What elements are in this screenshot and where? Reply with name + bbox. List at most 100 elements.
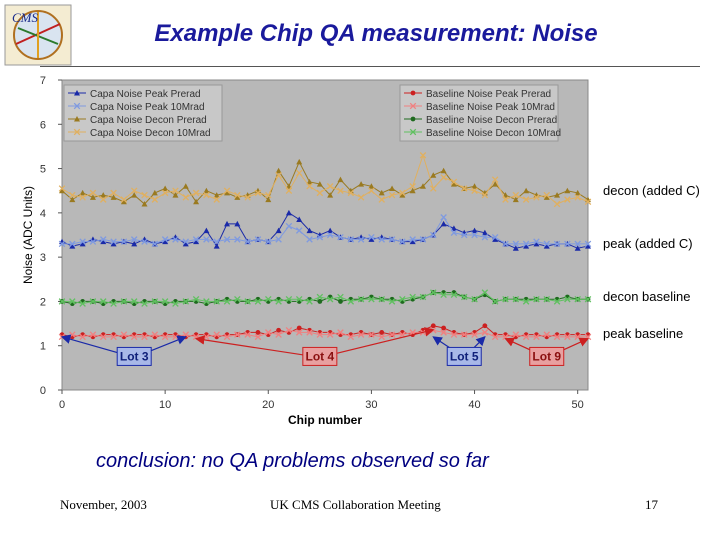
data-point — [523, 243, 530, 249]
data-point — [79, 189, 86, 196]
data-point — [120, 298, 128, 305]
data-point — [223, 298, 231, 305]
data-point — [430, 231, 437, 239]
data-point — [141, 191, 148, 199]
x-axis-label: Chip number — [288, 413, 362, 427]
y-tick-label: 7 — [40, 75, 46, 87]
data-point — [553, 240, 561, 248]
data-point — [358, 181, 365, 187]
annotation-arrow — [319, 327, 435, 359]
data-point — [223, 333, 231, 341]
data-point — [574, 240, 581, 248]
data-point — [89, 331, 97, 338]
data-point — [110, 194, 117, 200]
x-tick-label: 30 — [365, 399, 377, 411]
data-point — [419, 293, 427, 301]
annotation-label: Lot 4 — [306, 349, 335, 363]
data-point — [203, 227, 210, 234]
y-axis-label: Noise (ADC Units) — [21, 186, 35, 284]
data-point — [512, 191, 520, 199]
data-point — [192, 295, 200, 303]
legend-box — [399, 84, 559, 142]
data-point — [543, 191, 551, 199]
data-point — [441, 325, 447, 331]
data-point — [69, 298, 76, 305]
data-point — [141, 333, 148, 341]
data-point — [151, 196, 159, 203]
data-point — [79, 333, 86, 341]
data-point — [120, 198, 127, 205]
legend-marker — [410, 116, 416, 122]
data-point — [553, 200, 561, 208]
data-point — [378, 333, 385, 341]
data-point — [234, 194, 241, 200]
data-point — [79, 194, 86, 201]
footer-date: November, 2003 — [60, 497, 147, 512]
data-point — [585, 243, 591, 249]
data-point — [306, 236, 313, 243]
data-point — [502, 240, 509, 248]
data-point — [502, 295, 509, 303]
data-point — [564, 295, 571, 303]
data-point — [512, 295, 520, 303]
data-point — [244, 298, 251, 305]
x-tick-label: 0 — [59, 399, 65, 411]
data-point — [306, 227, 313, 234]
data-point — [223, 187, 231, 194]
data-point — [471, 231, 478, 239]
data-point — [491, 333, 499, 341]
data-point — [151, 298, 159, 305]
data-point — [326, 331, 334, 338]
data-point — [130, 236, 138, 243]
data-point — [162, 185, 169, 191]
data-point — [388, 236, 396, 243]
data-point — [440, 214, 447, 221]
data-point — [419, 183, 426, 189]
data-point — [110, 240, 117, 247]
data-point — [296, 216, 303, 222]
data-point — [430, 185, 437, 192]
footer-meeting: UK CMS Collaboration Meeting — [270, 497, 441, 512]
data-point — [326, 295, 334, 303]
data-point — [440, 291, 447, 299]
data-point — [151, 189, 158, 196]
data-point — [491, 176, 499, 183]
data-point — [564, 240, 571, 248]
data-point — [172, 236, 179, 243]
data-point — [275, 298, 282, 305]
data-point — [450, 291, 458, 299]
data-point — [450, 331, 458, 338]
data-point — [337, 329, 344, 336]
data-point — [296, 158, 303, 165]
data-point — [316, 331, 324, 338]
slide-title: Example Chip QA measurement: Noise — [154, 20, 598, 47]
annotation-label: Lot 9 — [532, 349, 561, 363]
data-point — [89, 238, 97, 245]
data-point — [533, 333, 540, 341]
data-point — [182, 240, 189, 247]
label-decon-added-c: decon (added C) — [603, 183, 700, 198]
data-point — [172, 300, 179, 307]
data-point — [492, 181, 499, 187]
data-point — [512, 196, 519, 203]
legend-marker — [410, 90, 416, 96]
data-point — [419, 152, 427, 159]
data-point — [481, 289, 489, 296]
data-point — [161, 189, 169, 197]
data-point — [172, 192, 179, 198]
data-point — [69, 243, 76, 249]
data-point — [285, 295, 293, 303]
data-point — [58, 185, 66, 192]
data-point — [347, 333, 355, 341]
data-point — [543, 243, 550, 249]
data-point — [306, 178, 313, 185]
series-line — [61, 212, 589, 249]
data-point — [492, 236, 499, 242]
data-point — [234, 220, 241, 227]
data-point — [182, 238, 190, 245]
data-point — [285, 326, 293, 334]
data-point — [100, 238, 107, 245]
annotation-label: Lot 5 — [450, 349, 479, 363]
data-point — [295, 295, 303, 303]
data-point — [316, 181, 323, 187]
